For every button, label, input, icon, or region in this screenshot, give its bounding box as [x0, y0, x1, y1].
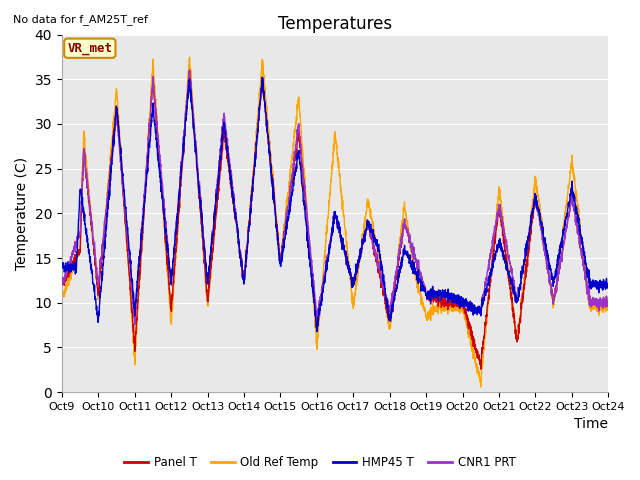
Text: No data for f_AM25T_ref: No data for f_AM25T_ref — [13, 14, 148, 25]
X-axis label: Time: Time — [574, 418, 608, 432]
Text: VR_met: VR_met — [67, 42, 113, 55]
Legend: Panel T, Old Ref Temp, HMP45 T, CNR1 PRT: Panel T, Old Ref Temp, HMP45 T, CNR1 PRT — [120, 452, 520, 474]
Title: Temperatures: Temperatures — [278, 15, 392, 33]
Y-axis label: Temperature (C): Temperature (C) — [15, 157, 29, 270]
